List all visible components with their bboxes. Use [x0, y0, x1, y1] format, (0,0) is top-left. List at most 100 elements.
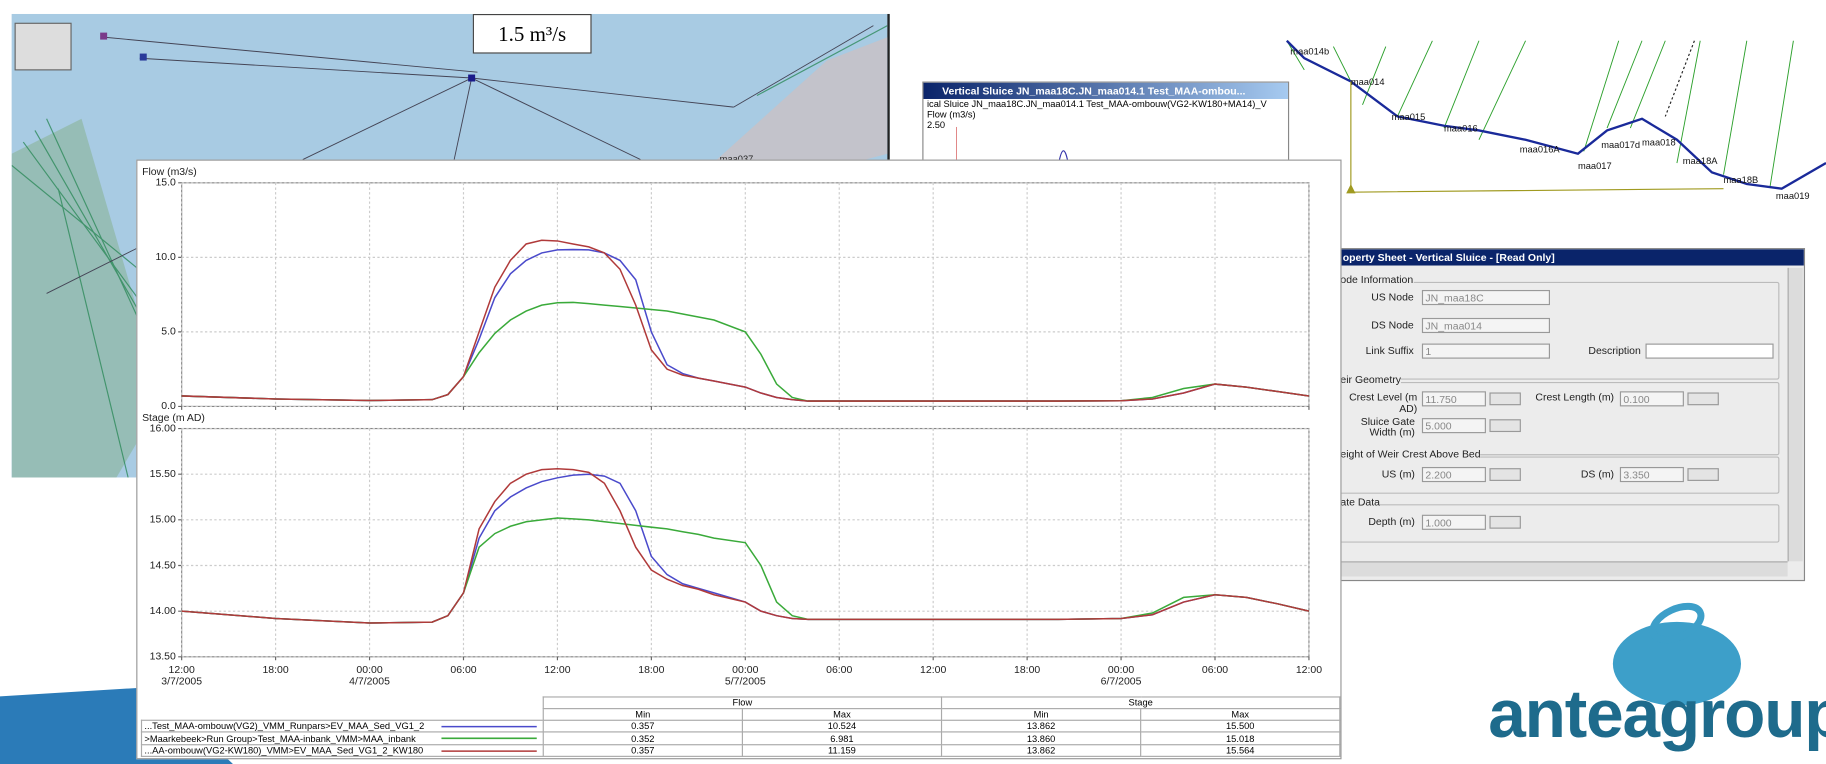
table-cell: 0.357	[543, 720, 742, 732]
group-header: Stage	[942, 697, 1340, 709]
x-tick-label: 06:00	[798, 664, 880, 676]
field-label: Sluice Gate Width (m)	[1340, 417, 1415, 438]
table-cell: 10.524	[742, 720, 941, 732]
unit-dropdown[interactable]	[1687, 392, 1718, 405]
y-tick-label: 14.50	[150, 560, 176, 571]
legend-row: ...AA-ombouw(VG2-KW180)_VMM>EV_MAA_Sed_V…	[141, 744, 1339, 756]
text-input[interactable]	[1645, 344, 1773, 359]
text-input[interactable]: 2.200	[1422, 467, 1486, 482]
table-cell: 0.352	[543, 732, 742, 744]
text-input[interactable]: 3.350	[1620, 467, 1684, 482]
group-header: Flow	[543, 697, 941, 709]
legend-label: >Maarkebeek>Run Group>Test_MAA-inbank_VM…	[144, 733, 441, 743]
table-cell: 0.357	[543, 744, 742, 756]
y-tick-label: 16.00	[150, 423, 176, 434]
x-tick-label: 00:00 5/7/2005	[705, 664, 787, 687]
window-title[interactable]: operty Sheet - Vertical Sluice - [Read O…	[1340, 249, 1803, 265]
y-tick-label: 5.0	[161, 327, 176, 338]
axis-title: Stage (m AD)	[142, 413, 205, 424]
x-tick-label: 12:00 3/7/2005	[141, 664, 223, 687]
x-tick-label: 12:00	[892, 664, 974, 676]
x-tick-label: 18:00	[611, 664, 693, 676]
legend-label: ...Test_MAA-ombouw(VG2)_VMM_Runpars>EV_M…	[144, 721, 441, 731]
column-header: Max	[742, 709, 941, 721]
unit-dropdown[interactable]	[1687, 468, 1718, 481]
flow-annotation: 1.5 m³/s	[473, 14, 592, 54]
unit-dropdown[interactable]	[1489, 419, 1520, 432]
legend-cell: >Maarkebeek>Run Group>Test_MAA-inbank_VM…	[141, 732, 543, 744]
group-title: ate Data	[1340, 496, 1380, 508]
x-tick-label: 12:00	[1268, 664, 1350, 676]
legend-row: ...Test_MAA-ombouw(VG2)_VMM_Runpars>EV_M…	[141, 720, 1339, 732]
unit-dropdown[interactable]	[1489, 516, 1520, 529]
x-tick-label: 00:00 6/7/2005	[1080, 664, 1162, 687]
x-tick-label: 06:00	[423, 664, 505, 676]
axis-label: Flow (m3/s)	[923, 109, 1288, 119]
table-cell: 15.564	[1141, 744, 1340, 756]
column-header: Min	[942, 709, 1141, 721]
field-label: Depth (m)	[1340, 516, 1415, 528]
x-tick-label: 18:00	[986, 664, 1068, 676]
page: 1.5 m³/s maa037 Vertical Sluice JN_maa18…	[0, 0, 1826, 764]
legend-label: ...AA-ombouw(VG2-KW180)_VMM>EV_MAA_Sed_V…	[144, 746, 441, 756]
y-tick-label: 14.00	[150, 606, 176, 617]
field-label: Description	[1562, 345, 1641, 357]
unit-dropdown[interactable]	[1489, 392, 1520, 405]
y-tick-label: 13.50	[150, 652, 176, 663]
field-label: US (m)	[1340, 468, 1415, 480]
long-profile	[1281, 35, 1826, 210]
window-title[interactable]: Vertical Sluice JN_maa18C.JN_maa014.1 Te…	[923, 83, 1288, 99]
y-tick-label: 15.00	[150, 515, 176, 526]
table-cell: 13.862	[942, 744, 1141, 756]
group-title: eight of Weir Crest Above Bed	[1340, 448, 1480, 460]
property-sheet: operty Sheet - Vertical Sluice - [Read O…	[1339, 248, 1805, 581]
table-cell: 13.862	[942, 720, 1141, 732]
legend-cell: ...AA-ombouw(VG2-KW180)_VMM>EV_MAA_Sed_V…	[141, 744, 543, 756]
text-input[interactable]: 1.000	[1422, 515, 1486, 530]
field-label: DS (m)	[1550, 468, 1614, 480]
blank-cell	[141, 709, 543, 721]
vertical-slice-window: Vertical Sluice JN_maa18C.JN_maa014.1 Te…	[922, 82, 1289, 166]
field-label: Link Suffix	[1340, 345, 1413, 357]
legend-swatch	[441, 735, 536, 742]
field-label: Crest Level (m AD)	[1339, 391, 1417, 414]
x-tick-label: 12:00	[517, 664, 599, 676]
group-title: eir Geometry	[1340, 374, 1401, 386]
dropdown[interactable]: JN_maa014	[1422, 318, 1550, 333]
field-label: US Node	[1340, 291, 1413, 303]
legend-swatch	[441, 723, 536, 730]
table-cell: 15.018	[1141, 732, 1340, 744]
field-label: DS Node	[1340, 319, 1413, 331]
profile-drawing	[1281, 35, 1826, 210]
logo-text: anteagroup	[1488, 675, 1826, 753]
scrollbar[interactable]	[1788, 268, 1803, 561]
text-input[interactable]: 5.000	[1422, 418, 1486, 433]
column-header: Max	[1141, 709, 1340, 721]
group-title: ode Information	[1340, 274, 1413, 286]
window-header: ical Sluice JN_maa18C.JN_maa014.1 Test_M…	[923, 99, 1288, 109]
y-tick-label: 10.0	[155, 252, 176, 263]
table-cell: 6.981	[742, 732, 941, 744]
table-cell: 15.500	[1141, 720, 1340, 732]
text-input[interactable]: 0.100	[1620, 391, 1684, 406]
screen: 1.5 m³/s maa037 Vertical Sluice JN_maa18…	[0, 0, 1826, 764]
table-cell: 11.159	[742, 744, 941, 756]
unit-dropdown[interactable]	[1489, 468, 1520, 481]
scrollbar[interactable]	[1340, 561, 1787, 576]
text-input[interactable]: 11.750	[1422, 391, 1486, 406]
y-tick-label: 15.0	[155, 178, 176, 189]
axis-title: Flow (m3/s)	[142, 167, 197, 178]
blank-cell	[141, 697, 543, 709]
x-tick-label: 06:00	[1174, 664, 1256, 676]
y-tick-label: 15.50	[150, 469, 176, 480]
legend-swatch	[441, 747, 536, 754]
table-cell: 13.860	[942, 732, 1141, 744]
x-tick-label: 18:00	[235, 664, 317, 676]
text-input[interactable]: 1	[1422, 344, 1550, 359]
legend-row: >Maarkebeek>Run Group>Test_MAA-inbank_VM…	[141, 732, 1339, 744]
dropdown[interactable]: JN_maa18C	[1422, 290, 1550, 305]
